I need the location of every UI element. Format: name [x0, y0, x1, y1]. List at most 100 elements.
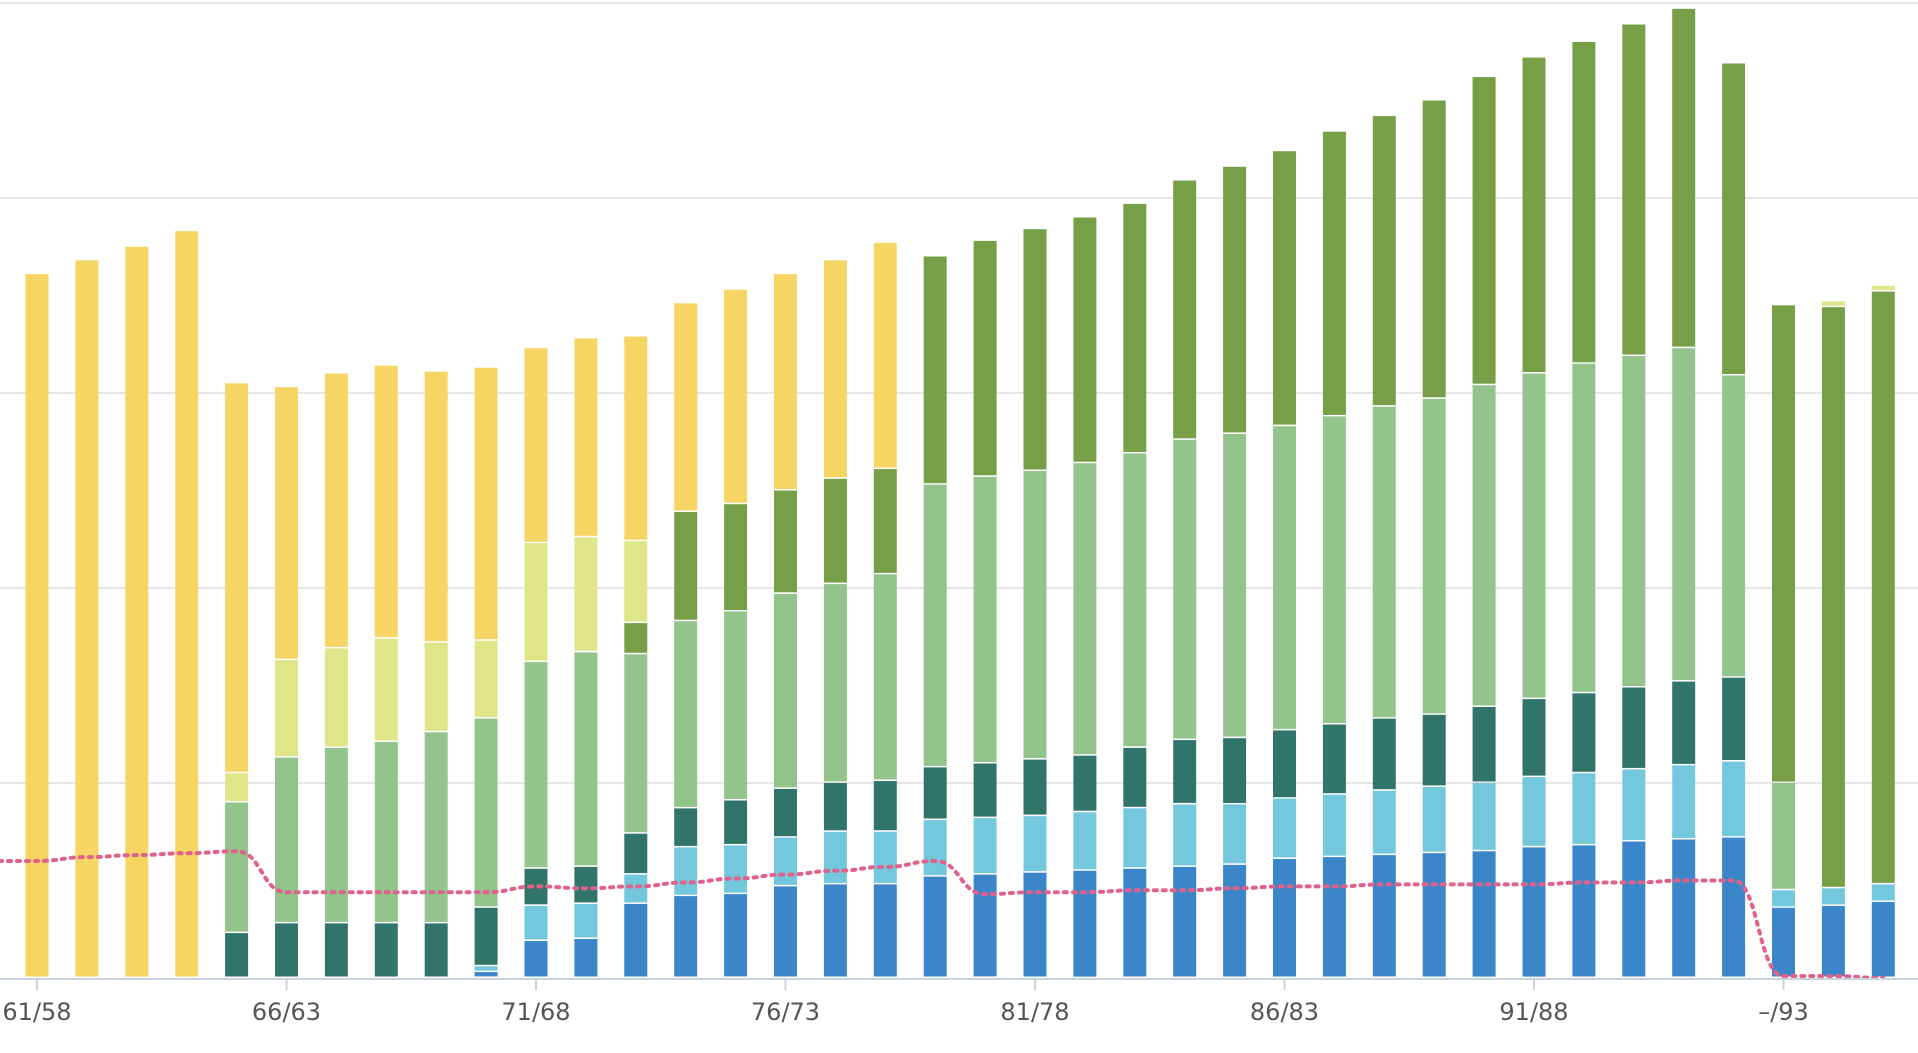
bar-segment-pale_yellow-6 — [324, 648, 348, 747]
bar-segment-pale_yellow-37 — [1871, 285, 1895, 291]
bar-segment-dark_green-37 — [1871, 291, 1895, 883]
bar-segment-pale_yellow-8 — [424, 642, 448, 731]
x-tick-label: 71/68 — [501, 998, 570, 1026]
bar-segment-blue-16 — [823, 884, 847, 977]
bar-segment-blue-18 — [923, 876, 947, 977]
bar-segment-cyan-18 — [923, 820, 947, 876]
bar-segment-teal-4 — [225, 933, 249, 977]
bar-segment-light_green-16 — [823, 584, 847, 782]
bar-segment-dark_green-21 — [1073, 217, 1097, 462]
bar-segment-cyan-19 — [973, 818, 997, 874]
bar-segment-light_green-9 — [474, 718, 498, 907]
bar-segment-blue-14 — [724, 894, 748, 977]
bar-segment-teal-21 — [1073, 755, 1097, 811]
bar-segment-teal-20 — [1023, 759, 1047, 815]
bar-segment-light_green-19 — [973, 476, 997, 762]
bar-segment-light_green-20 — [1023, 471, 1047, 759]
bar-segment-yellow-13 — [674, 303, 698, 511]
bar-segment-cyan-24 — [1223, 804, 1247, 864]
bar-segment-dark_green-33 — [1672, 8, 1696, 347]
bar-segment-light_green-5 — [275, 757, 298, 922]
bar-segment-dark_green-22 — [1123, 203, 1147, 452]
bar-segment-teal-29 — [1472, 707, 1496, 782]
bar-segment-light_green-22 — [1123, 453, 1147, 747]
bar-segment-cyan-20 — [1023, 816, 1047, 872]
bar-segment-blue-17 — [873, 884, 897, 977]
bar-segment-blue-12 — [624, 903, 648, 977]
bar-segment-light_green-29 — [1472, 385, 1496, 706]
x-axis: 61/58 66/63 71/68 76/73 81/78 86/83 91/88 –/93 — [0, 978, 1918, 1026]
bar-segment-light_green-32 — [1622, 356, 1646, 686]
bar-segment-cyan-28 — [1422, 786, 1446, 852]
bar-segment-light_green-35 — [1772, 783, 1795, 889]
bar-segment-yellow-4 — [225, 383, 249, 772]
bar-segment-cyan-12 — [624, 874, 648, 903]
bar-segment-teal-8 — [424, 923, 448, 977]
bar-segment-cyan-34 — [1722, 761, 1746, 837]
bar-segment-cyan-16 — [823, 831, 847, 883]
bar-segment-pale_yellow-4 — [225, 773, 249, 802]
bar-segment-teal-24 — [1223, 738, 1247, 803]
bar-segment-teal-22 — [1123, 747, 1147, 807]
bar-segment-teal-5 — [275, 923, 298, 977]
bar-segment-dark_green-26 — [1322, 131, 1346, 415]
bar-segment-teal-18 — [923, 767, 947, 819]
bar-segment-cyan-14 — [724, 845, 748, 893]
bar-segment-cyan-23 — [1173, 804, 1197, 866]
bar-segment-light_green-18 — [923, 484, 947, 766]
bar-segment-cyan-17 — [873, 831, 897, 883]
bar-segment-teal-25 — [1273, 730, 1296, 798]
bar-segment-teal-14 — [724, 800, 748, 844]
bar-segment-blue-27 — [1372, 855, 1396, 977]
bar-segment-cyan-35 — [1772, 890, 1795, 907]
bar-segment-dark_green-16 — [823, 478, 847, 583]
bar-segment-blue-13 — [674, 896, 698, 977]
bar-segment-dark_green-31 — [1572, 42, 1596, 363]
bar-segment-cyan-33 — [1672, 765, 1696, 838]
bar-segment-pale_yellow-9 — [474, 640, 498, 718]
bar-segment-blue-28 — [1422, 853, 1446, 977]
bar-segment-light_green-27 — [1372, 406, 1396, 718]
bar-segment-cyan-21 — [1073, 812, 1097, 870]
bar-segment-yellow-5 — [275, 387, 298, 659]
bar-segment-yellow-7 — [374, 365, 398, 638]
bar-segment-dark_green-34 — [1722, 63, 1746, 374]
bar-segment-teal-30 — [1522, 699, 1546, 776]
bar-segment-light_green-7 — [374, 742, 398, 922]
x-tick-label: 61/58 — [2, 998, 71, 1026]
bar-segment-cyan-30 — [1522, 777, 1546, 846]
bar-segment-blue-20 — [1023, 872, 1047, 977]
x-tick-label: –/93 — [1758, 998, 1809, 1026]
bar-segment-light_green-26 — [1322, 416, 1346, 723]
bar-segment-light_green-28 — [1422, 398, 1446, 714]
bar-segment-blue-10 — [524, 941, 548, 977]
bar-segment-light_green-17 — [873, 574, 897, 780]
bar-segment-dark_green-27 — [1372, 116, 1396, 406]
bar-segment-dark_green-13 — [674, 512, 698, 620]
bar-segment-dark_green-24 — [1223, 166, 1247, 433]
bar-segment-dark_green-15 — [774, 490, 797, 593]
bar-segment-yellow-0 — [25, 274, 49, 977]
bar-segment-cyan-9 — [474, 966, 498, 971]
bar-segment-light_green-31 — [1572, 363, 1596, 692]
bar-segment-yellow-8 — [424, 371, 448, 642]
bar-segment-yellow-10 — [524, 348, 548, 542]
bar-segment-dark_green-32 — [1622, 24, 1646, 355]
bar-segment-light_green-13 — [674, 621, 698, 807]
bar-segment-yellow-15 — [774, 274, 797, 489]
bar-segment-teal-27 — [1372, 718, 1396, 790]
bar-segment-light_green-8 — [424, 732, 448, 922]
bar-segment-blue-24 — [1223, 864, 1247, 977]
bar-segment-teal-32 — [1622, 687, 1646, 768]
x-tick-label: 81/78 — [1000, 998, 1069, 1026]
bar-segment-teal-26 — [1322, 724, 1346, 794]
bar-segment-blue-9 — [474, 972, 498, 977]
bar-segment-blue-31 — [1572, 845, 1596, 977]
bar-segment-cyan-11 — [574, 903, 598, 938]
bar-segment-cyan-22 — [1123, 808, 1147, 868]
bar-segment-dark_green-17 — [873, 469, 897, 573]
bar-segment-cyan-26 — [1322, 794, 1346, 856]
bar-segment-cyan-32 — [1622, 769, 1646, 840]
bar-segment-dark_green-25 — [1273, 151, 1296, 425]
